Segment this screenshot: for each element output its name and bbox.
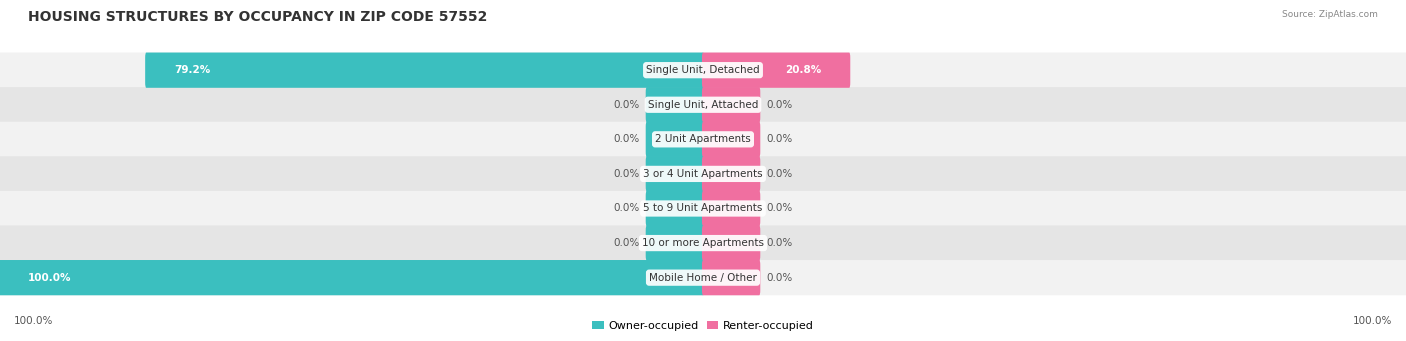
FancyBboxPatch shape (0, 87, 1406, 122)
Text: 100.0%: 100.0% (28, 273, 72, 283)
FancyBboxPatch shape (702, 156, 761, 192)
Text: 100.0%: 100.0% (1353, 315, 1392, 326)
FancyBboxPatch shape (145, 53, 704, 88)
FancyBboxPatch shape (645, 191, 704, 226)
FancyBboxPatch shape (702, 191, 761, 226)
Text: 79.2%: 79.2% (174, 65, 211, 75)
FancyBboxPatch shape (0, 156, 1406, 192)
FancyBboxPatch shape (702, 225, 761, 261)
Text: HOUSING STRUCTURES BY OCCUPANCY IN ZIP CODE 57552: HOUSING STRUCTURES BY OCCUPANCY IN ZIP C… (28, 10, 488, 24)
Text: 0.0%: 0.0% (766, 169, 793, 179)
Text: 0.0%: 0.0% (766, 134, 793, 144)
FancyBboxPatch shape (0, 260, 1406, 295)
Text: Single Unit, Attached: Single Unit, Attached (648, 100, 758, 110)
FancyBboxPatch shape (702, 122, 761, 157)
FancyBboxPatch shape (0, 53, 1406, 88)
Text: 0.0%: 0.0% (613, 169, 640, 179)
FancyBboxPatch shape (0, 122, 1406, 157)
FancyBboxPatch shape (702, 53, 851, 88)
FancyBboxPatch shape (0, 260, 704, 295)
Text: Single Unit, Detached: Single Unit, Detached (647, 65, 759, 75)
FancyBboxPatch shape (645, 122, 704, 157)
FancyBboxPatch shape (0, 191, 1406, 226)
Text: 20.8%: 20.8% (785, 65, 821, 75)
Text: 2 Unit Apartments: 2 Unit Apartments (655, 134, 751, 144)
FancyBboxPatch shape (645, 87, 704, 122)
Text: 0.0%: 0.0% (613, 238, 640, 248)
FancyBboxPatch shape (0, 225, 1406, 261)
Text: 0.0%: 0.0% (613, 204, 640, 213)
Text: 5 to 9 Unit Apartments: 5 to 9 Unit Apartments (644, 204, 762, 213)
Text: 3 or 4 Unit Apartments: 3 or 4 Unit Apartments (643, 169, 763, 179)
Legend: Owner-occupied, Renter-occupied: Owner-occupied, Renter-occupied (588, 316, 818, 336)
FancyBboxPatch shape (645, 225, 704, 261)
Text: 0.0%: 0.0% (766, 100, 793, 110)
FancyBboxPatch shape (702, 87, 761, 122)
FancyBboxPatch shape (702, 260, 761, 295)
Text: Mobile Home / Other: Mobile Home / Other (650, 273, 756, 283)
Text: 0.0%: 0.0% (766, 238, 793, 248)
Text: 0.0%: 0.0% (766, 273, 793, 283)
Text: 0.0%: 0.0% (766, 204, 793, 213)
Text: Source: ZipAtlas.com: Source: ZipAtlas.com (1282, 10, 1378, 19)
Text: 10 or more Apartments: 10 or more Apartments (643, 238, 763, 248)
Text: 100.0%: 100.0% (14, 315, 53, 326)
Text: 0.0%: 0.0% (613, 100, 640, 110)
Text: 0.0%: 0.0% (613, 134, 640, 144)
FancyBboxPatch shape (645, 156, 704, 192)
